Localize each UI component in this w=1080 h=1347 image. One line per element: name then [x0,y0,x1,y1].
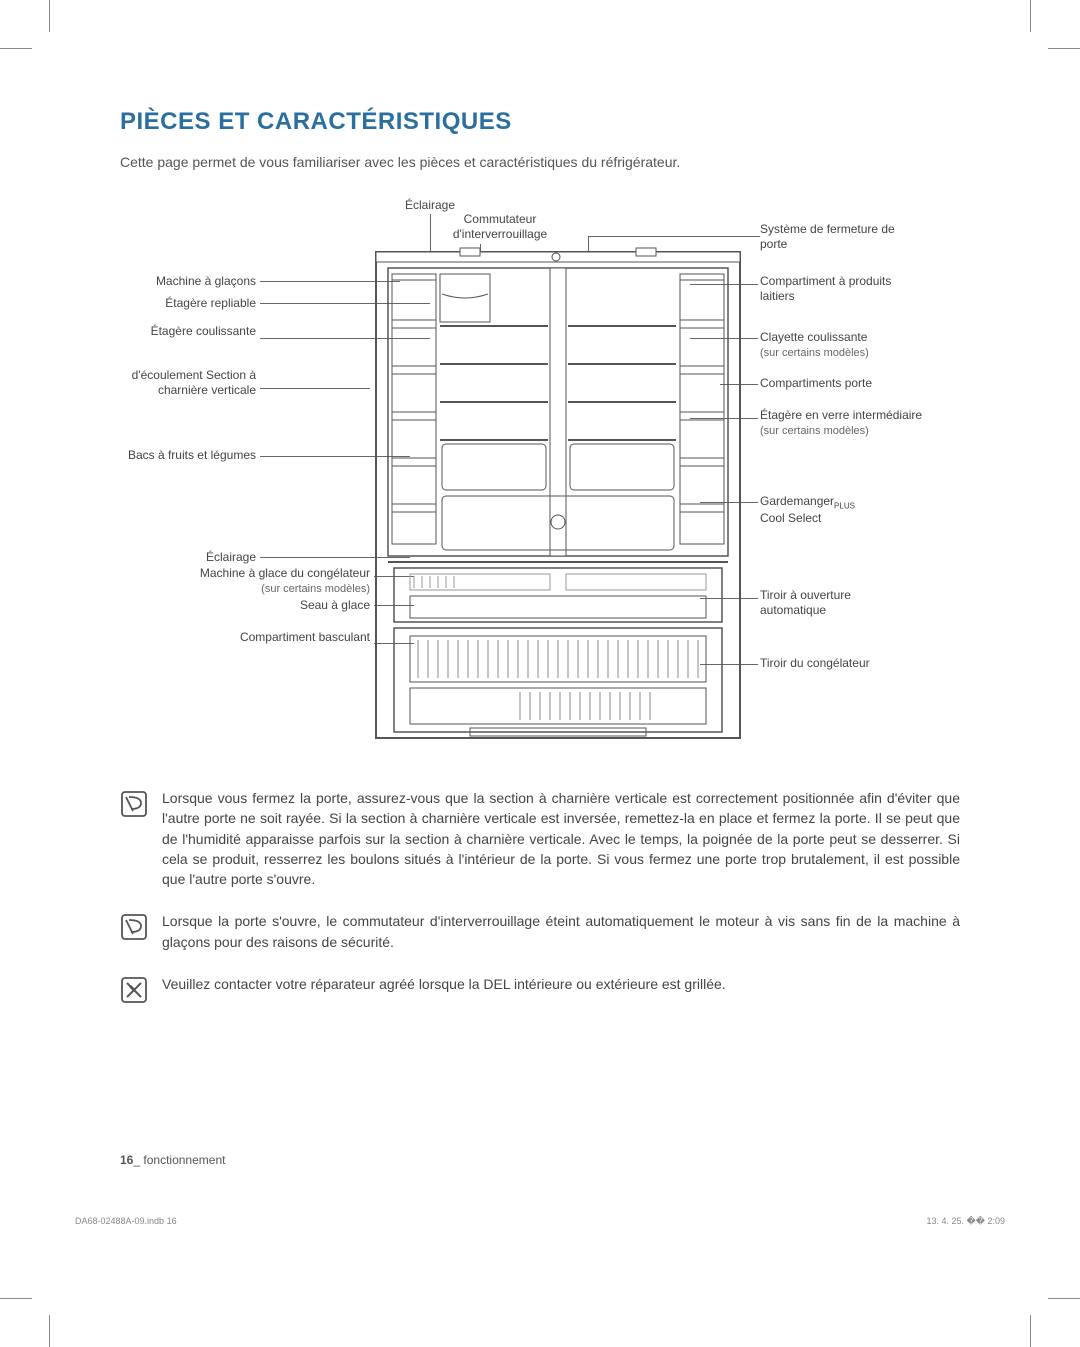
note-icon [120,913,148,941]
label-machine-glacons: Machine à glaçons [120,274,256,289]
label-compartiment-laitiers: Compartiment à produits laitiers [760,274,920,304]
label-gardemanger: GardemangerPLUS Cool Select [760,494,920,526]
fridge-diagram: Éclairage Commutateur d'interverrouillag… [120,198,960,758]
notes-section: Lorsque vous fermez la porte, assurez-vo… [120,788,960,1004]
label-machine-glace-cong: Machine à glace du congélateur (sur cert… [120,566,370,597]
label-eclairage2: Éclairage [120,550,256,565]
print-file: DA68-02488A-09.indb 16 [75,1216,177,1227]
page-content: PIÈCES ET CARACTÉRISTIQUES Cette page pe… [120,108,960,1026]
label-etagere-verre: Étagère en verre intermédiaire (sur cert… [760,408,940,439]
label-seau: Seau à glace [120,598,370,613]
note-text-1: Lorsque vous fermez la porte, assurez-vo… [162,788,960,889]
label-compartiment-basculant: Compartiment basculant [120,630,370,645]
crop-marks-bottom [0,1287,1080,1347]
label-etagere-repliable: Étagère repliable [120,296,256,311]
note-1: Lorsque vous fermez la porte, assurez-vo… [120,788,960,889]
label-clayette: Clayette coulissante (sur certains modèl… [760,330,940,361]
page-title: PIÈCES ET CARACTÉRISTIQUES [120,108,960,136]
label-eclairage-top: Éclairage [380,198,480,213]
print-metadata: DA68-02488A-09.indb 16 13. 4. 25. �� 2:0… [75,1216,1005,1227]
label-systeme: Système de fermeture de porte [760,222,910,252]
note-icon [120,790,148,818]
section-name: fonctionnement [143,1153,225,1167]
label-compartiments-porte: Compartiments porte [760,376,920,391]
no-disassemble-icon [120,976,148,1004]
label-tiroir-auto: Tiroir à ouverture automatique [760,588,920,618]
note-text-3: Veuillez contacter votre réparateur agré… [162,974,726,994]
fridge-illustration [370,244,746,744]
label-commutateur: Commutateur d'interverrouillage [420,212,580,242]
label-etagere-coulissante: Étagère coulissante [120,324,256,339]
label-bacs: Bacs à fruits et légumes [120,448,256,463]
label-ecoulement: d'écoulement Section à charnière vertica… [120,368,256,398]
intro-text: Cette page permet de vous familiariser a… [120,154,960,170]
crop-marks-top [0,0,1080,60]
note-3: Veuillez contacter votre réparateur agré… [120,974,960,1004]
print-date: 13. 4. 25. �� 2:09 [926,1216,1005,1227]
page-footer: 16_ fonctionnement [120,1153,225,1167]
page-number: 16 [120,1153,133,1167]
note-2: Lorsque la porte s'ouvre, le commutateur… [120,911,960,952]
label-tiroir-cong: Tiroir du congélateur [760,656,920,671]
note-text-2: Lorsque la porte s'ouvre, le commutateur… [162,911,960,952]
